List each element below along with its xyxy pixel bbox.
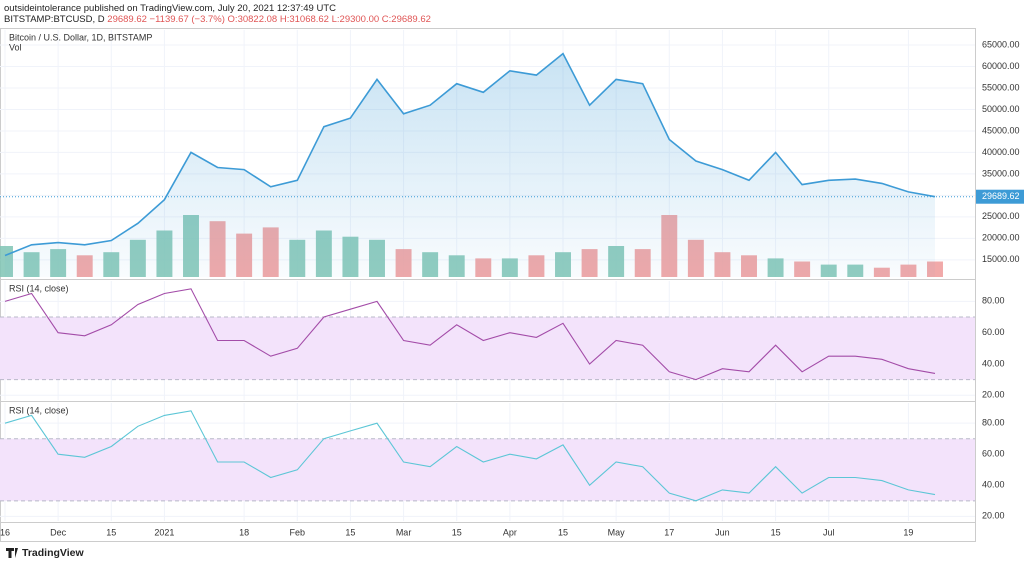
low: L:29300.00 <box>331 14 380 25</box>
footer-brand: TradingView <box>22 547 84 559</box>
x-tick-label: 15 <box>558 527 568 537</box>
y-tick-label: 45000.00 <box>982 125 1020 135</box>
y-tick-label: 40.00 <box>982 358 1005 368</box>
y-tick-label: 20000.00 <box>982 233 1020 243</box>
y-tick-label: 40.00 <box>982 480 1005 490</box>
y-tick-label: 35000.00 <box>982 168 1020 178</box>
x-tick-label: 16 <box>0 527 10 537</box>
x-tick-label: Jul <box>823 527 835 537</box>
x-tick-label: 15 <box>771 527 781 537</box>
y-tick-label: 60.00 <box>982 449 1005 459</box>
y-tick-label: 25000.00 <box>982 211 1020 221</box>
footer-logo <box>6 548 18 558</box>
y-tick-label: 55000.00 <box>982 82 1020 92</box>
y-tick-label: 60000.00 <box>982 61 1020 71</box>
x-tick-label: 15 <box>106 527 116 537</box>
y-tick-label: 50000.00 <box>982 104 1020 114</box>
pane-title: RSI (14, close) <box>9 405 69 415</box>
y-tick-label: 80.00 <box>982 296 1005 306</box>
y-tick-label: 60.00 <box>982 327 1005 337</box>
price-area <box>5 53 935 277</box>
series-line <box>4 410 936 502</box>
x-tick-label: Jun <box>715 527 730 537</box>
pane-title: Bitcoin / U.S. Dollar, 1D, BITSTAMP <box>9 32 152 42</box>
x-tick-label: 17 <box>664 527 674 537</box>
change: −1139.67 (−3.7%) <box>149 14 225 25</box>
x-tick-label: Dec <box>50 527 67 537</box>
symbol-line: BITSTAMP:BTCUSD, D 29689.62 −1139.67 (−3… <box>4 14 431 25</box>
last-price-box <box>976 189 1024 204</box>
x-tick-label: Apr <box>503 527 517 537</box>
rsi-band <box>0 317 975 380</box>
series-line <box>4 52 936 257</box>
x-tick-label: 2021 <box>154 527 174 537</box>
series-line <box>4 288 936 381</box>
last: 29689.62 <box>107 14 147 25</box>
x-tick-label: 18 <box>239 527 249 537</box>
high: H:31068.62 <box>279 14 329 25</box>
y-tick-label: 80.00 <box>982 418 1005 428</box>
volume-label: Vol <box>9 42 22 52</box>
rsi-band <box>0 438 975 501</box>
open: O:30822.08 <box>227 14 278 25</box>
publisher: outsideintolerance published on TradingV… <box>4 3 337 14</box>
last-price-label: 29689.62 <box>982 191 1020 201</box>
x-tick-label: 15 <box>452 527 462 537</box>
y-tick-label: 20.00 <box>982 390 1005 400</box>
pane-title: RSI (14, close) <box>9 283 69 293</box>
x-tick-label: 15 <box>345 527 355 537</box>
x-tick-label: May <box>608 527 626 537</box>
x-tick-label: Mar <box>396 527 412 537</box>
x-tick-label: Feb <box>290 527 306 537</box>
close: C:29689.62 <box>381 14 431 25</box>
x-tick-label: 19 <box>903 527 913 537</box>
y-tick-label: 65000.00 <box>982 39 1020 49</box>
y-tick-label: 40000.00 <box>982 147 1020 157</box>
y-tick-label: 20.00 <box>982 511 1005 521</box>
symbol: BITSTAMP:BTCUSD, D <box>4 14 105 25</box>
y-tick-label: 15000.00 <box>982 254 1020 264</box>
